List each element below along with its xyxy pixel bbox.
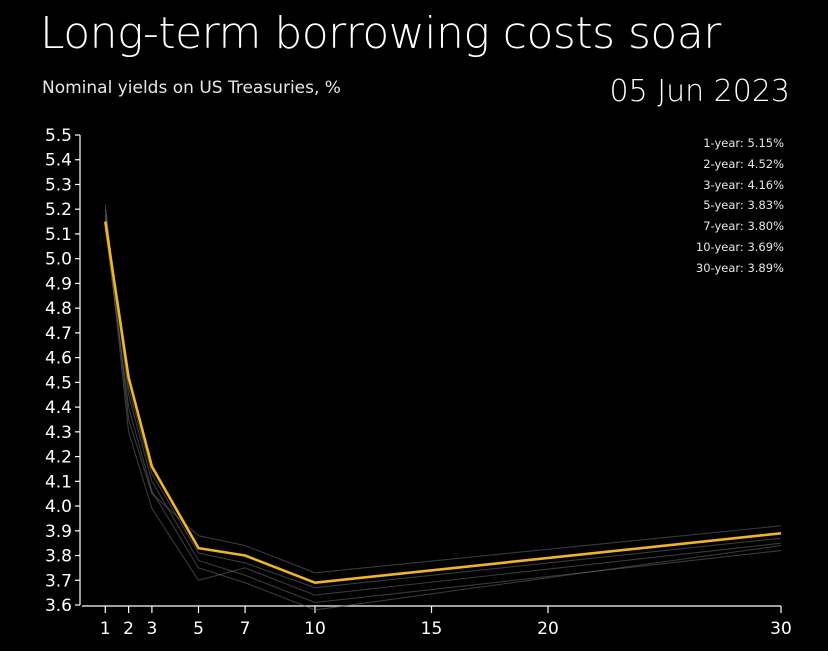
legend-entry-3-year: 3-year: 4.16% — [703, 177, 784, 192]
y-tick-label: 4.7 — [45, 324, 72, 344]
y-tick-label: 4.5 — [45, 373, 72, 393]
legend-entry-1-year: 1-year: 5.15% — [703, 136, 784, 150]
yield-legend: 1-year: 5.15% 2-year: 4.52% 3-year: 4.16… — [696, 133, 784, 279]
x-axis: 1 2 3 5 7 10 15 20 30 — [82, 605, 792, 639]
y-tick-label: 3.6 — [45, 596, 72, 616]
y-tick-label: 4.6 — [45, 349, 72, 369]
y-tick-label: 3.7 — [45, 571, 72, 591]
y-tick-label: 4.0 — [45, 497, 72, 517]
historical-curve-line — [104, 204, 782, 574]
current-curve — [104, 221, 782, 585]
y-tick-label: 4.2 — [45, 448, 72, 468]
historical-curve-line — [104, 214, 782, 596]
x-tick-label: 7 — [240, 619, 251, 639]
x-tick-label: 15 — [421, 619, 443, 639]
x-tick-label: 3 — [146, 619, 157, 639]
historical-curves — [104, 204, 782, 611]
y-tick-label: 4.3 — [45, 423, 72, 443]
y-tick-label: 5.5 — [45, 126, 72, 146]
y-tick-label: 5.4 — [45, 151, 72, 171]
y-tick-label: 4.4 — [45, 398, 72, 418]
legend-entry-30-year: 30-year: 3.89% — [695, 260, 784, 275]
legend-entry-2-year: 2-year: 4.52% — [703, 156, 784, 171]
x-tick-label: 10 — [304, 619, 326, 639]
y-tick-label: 5.2 — [45, 200, 72, 220]
current-curve-line — [104, 221, 782, 585]
x-tick-label: 20 — [537, 619, 559, 639]
x-tick-label: 30 — [770, 619, 792, 639]
y-tick-label: 4.9 — [45, 274, 72, 294]
legend-entry-10-year: 10-year: 3.69% — [695, 239, 784, 254]
y-tick-label: 5.3 — [45, 175, 72, 195]
y-axis: 3.6 3.7 3.8 3.9 4.0 4.1 4.2 4.3 4.4 4.5 4.6 4.7 4.8 4… — [45, 126, 81, 616]
legend-entry-7-year: 7-year: 3.80% — [703, 219, 784, 234]
historical-curve-line — [104, 219, 782, 589]
chart-subtitle: Nominal yields on US Treasuries, % — [42, 78, 341, 98]
y-tick-label: 5.1 — [45, 225, 72, 245]
y-tick-label: 4.1 — [45, 472, 72, 492]
historical-curve-line — [104, 209, 782, 604]
y-tick-label: 3.8 — [45, 547, 72, 567]
date-label: 05 Jun 2023 — [609, 74, 790, 109]
x-tick-label: 5 — [193, 619, 204, 639]
y-tick-label: 4.8 — [45, 299, 72, 319]
y-tick-label: 5.0 — [45, 250, 72, 270]
legend-entry-5-year: 5-year: 3.83% — [703, 198, 784, 213]
x-tick-label: 2 — [123, 619, 134, 639]
y-tick-label: 3.9 — [45, 522, 72, 542]
chart-title: Long-term borrowing costs soar — [40, 8, 721, 59]
x-tick-label: 1 — [100, 619, 111, 639]
historical-curve-line — [104, 228, 782, 611]
